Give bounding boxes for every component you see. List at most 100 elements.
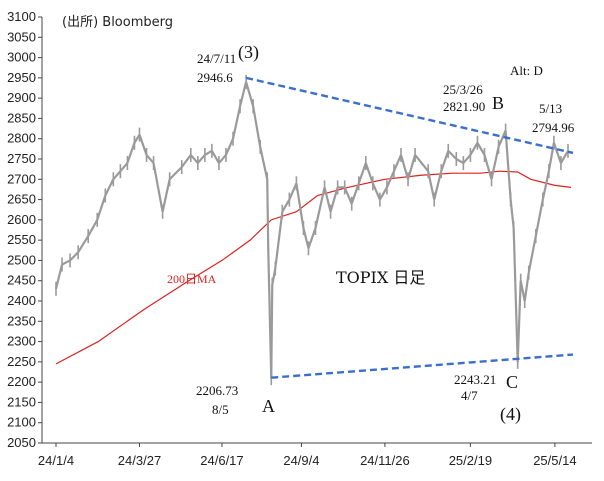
price-segment bbox=[302, 227, 310, 249]
price-segment bbox=[161, 179, 171, 212]
annotation-label: 2946.6 bbox=[197, 70, 233, 85]
price-segment bbox=[145, 154, 155, 164]
y-tick-label: 3100 bbox=[7, 9, 36, 24]
price-segment bbox=[329, 187, 339, 213]
price-segment bbox=[259, 146, 269, 180]
price-segment bbox=[189, 154, 199, 164]
price-segment bbox=[497, 130, 507, 148]
price-segment bbox=[504, 130, 512, 200]
price-segment bbox=[196, 154, 206, 164]
annotation-label: 8/5 bbox=[212, 402, 229, 417]
price-segment bbox=[399, 154, 410, 180]
y-tick-label: 3000 bbox=[7, 50, 36, 65]
y-tick-label: 2500 bbox=[7, 252, 36, 267]
y-tick-label: 2200 bbox=[7, 374, 36, 389]
price-segment bbox=[224, 138, 235, 156]
ma-series bbox=[55, 170, 572, 365]
annotation-label: 2821.90 bbox=[443, 99, 485, 114]
trendline-upper bbox=[245, 76, 574, 155]
annotation-label: 24/7/11 bbox=[197, 51, 236, 66]
axes: 2050 2100 2150 2200 2250 2300 2350 2400 2450 2500… bbox=[7, 9, 592, 468]
trendline-lower bbox=[271, 353, 574, 379]
price-segment bbox=[527, 235, 537, 273]
annotation-label: 2206.73 bbox=[196, 383, 238, 398]
y-tick-label: 2300 bbox=[7, 334, 36, 349]
y-tick-label: 2900 bbox=[7, 90, 36, 105]
price-segment bbox=[204, 149, 213, 156]
price-segment bbox=[61, 259, 71, 266]
price-segment bbox=[414, 154, 430, 172]
annotation-label: B bbox=[492, 93, 504, 113]
y-tick-label: 2550 bbox=[7, 232, 36, 247]
price-segment bbox=[281, 199, 291, 213]
price-segment bbox=[406, 154, 417, 180]
y-tick-label: 2400 bbox=[7, 293, 36, 308]
price-segment bbox=[104, 178, 115, 197]
price-segment bbox=[364, 162, 374, 184]
y-tick-label: 2100 bbox=[7, 415, 36, 430]
annotation-label: 2794.96 bbox=[532, 120, 575, 135]
y-tick-label: 2650 bbox=[7, 192, 36, 207]
price-segment bbox=[54, 264, 64, 290]
price-segment bbox=[133, 134, 141, 144]
y-tick-label: 2350 bbox=[7, 313, 36, 328]
price-segment bbox=[112, 170, 122, 181]
price-segment bbox=[559, 150, 569, 164]
x-tick-label: 24/11/26 bbox=[360, 453, 410, 468]
price-segment bbox=[180, 154, 192, 168]
price-segment bbox=[378, 186, 388, 201]
x-tick-label: 24/1/4 bbox=[38, 453, 74, 468]
price-segment bbox=[96, 195, 107, 221]
x-tick-label: 25/5/14 bbox=[533, 453, 576, 468]
price-segment bbox=[270, 284, 274, 379]
y-tick-label: 2800 bbox=[7, 131, 36, 146]
price-segment bbox=[77, 235, 90, 253]
price-segment bbox=[534, 199, 544, 237]
price-segment bbox=[476, 142, 486, 156]
price-segment bbox=[350, 182, 360, 204]
price-segment bbox=[239, 81, 248, 107]
y-tick-label: 2700 bbox=[7, 171, 36, 186]
annotation-label: 200日MA bbox=[167, 272, 217, 286]
price-segment bbox=[371, 182, 381, 201]
price-segment bbox=[152, 162, 164, 212]
price-segment bbox=[119, 162, 129, 172]
annotation-label: 2243.21 bbox=[454, 372, 496, 387]
price-segment bbox=[288, 182, 298, 201]
x-tick-label: 24/3/27 bbox=[118, 453, 161, 468]
y-tick-label: 3050 bbox=[7, 29, 36, 44]
price-segment bbox=[516, 280, 522, 362]
annotation-label: C bbox=[506, 372, 518, 392]
price-segment bbox=[490, 146, 500, 180]
annotations: 24/7/11 2946.6 (3) 25/3/26 2821.90 B 5/13 2794.… bbox=[167, 42, 575, 425]
price-segment bbox=[252, 106, 262, 148]
corner-label: Alt: D bbox=[510, 63, 543, 78]
trendlines bbox=[245, 76, 574, 379]
price-segment bbox=[274, 211, 284, 269]
price-segment bbox=[138, 134, 148, 156]
source-label: (出所) Bloomberg bbox=[62, 15, 173, 30]
price-segment bbox=[385, 170, 395, 188]
price-segment bbox=[483, 154, 493, 180]
y-tick-label: 2250 bbox=[7, 354, 36, 369]
annotation-label: (3) bbox=[238, 42, 259, 63]
chart-title: TOPIX 日足 bbox=[336, 268, 425, 287]
x-tick-label: 25/2/19 bbox=[449, 453, 492, 468]
price-segment bbox=[323, 187, 332, 213]
y-tick-label: 2950 bbox=[7, 70, 36, 85]
price-segment bbox=[245, 81, 255, 107]
annotation-label: A bbox=[262, 396, 275, 416]
price-segment bbox=[512, 227, 519, 362]
price-segment bbox=[455, 158, 464, 165]
x-tick-label: 24/6/17 bbox=[200, 453, 243, 468]
price-segment bbox=[427, 170, 436, 200]
ma-200-line bbox=[55, 170, 572, 365]
price-series bbox=[54, 74, 569, 386]
y-tick-label: 2450 bbox=[7, 273, 36, 288]
annotation-label: 5/13 bbox=[539, 101, 562, 116]
price-segment bbox=[218, 154, 227, 164]
x-tick-label: 24/9/4 bbox=[283, 453, 319, 468]
price-segment bbox=[168, 166, 183, 181]
